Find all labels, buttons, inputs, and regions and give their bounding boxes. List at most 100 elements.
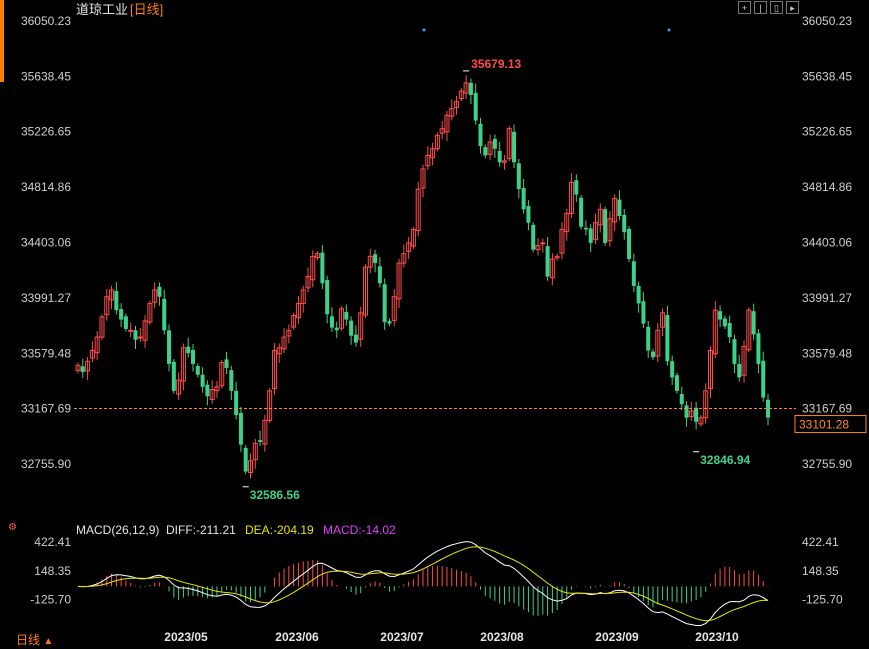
candle-body xyxy=(512,131,517,163)
x-tick-label: 2023/06 xyxy=(275,630,319,644)
bars-icon[interactable]: | xyxy=(754,1,767,14)
y-tick-right: 36050.23 xyxy=(802,14,852,28)
candle-body xyxy=(439,128,445,134)
candle-body xyxy=(109,289,115,301)
candle-body xyxy=(310,255,316,281)
candle-body xyxy=(449,107,455,117)
y-tick-right: 34403.06 xyxy=(802,236,852,250)
candle-body xyxy=(315,253,321,258)
candle-body xyxy=(751,311,756,335)
candle-body xyxy=(444,114,450,133)
y-tick-left: 33991.27 xyxy=(21,291,71,305)
x-tick-label: 2023/10 xyxy=(695,630,739,644)
period-tab-arrow: ▲ xyxy=(43,636,54,647)
candle-body xyxy=(195,366,200,375)
x-tick-label: 2023/05 xyxy=(164,630,208,644)
candle-body xyxy=(258,440,263,442)
scroll-right-icon[interactable]: ▸ xyxy=(786,1,799,14)
y-tick-right: 33167.69 xyxy=(802,402,852,416)
candle-body xyxy=(554,255,560,259)
candle-body xyxy=(391,296,397,321)
candle-body xyxy=(651,351,655,358)
candle-body xyxy=(387,321,392,324)
candle-body xyxy=(286,329,292,337)
candle-body xyxy=(732,339,737,364)
y-tick-left: 32755.90 xyxy=(21,457,71,471)
candle-body xyxy=(665,314,670,362)
candle-icon[interactable]: ▯ xyxy=(770,1,783,14)
candle-body xyxy=(593,222,598,241)
candle-body xyxy=(646,326,651,351)
candle-body xyxy=(559,228,565,254)
candle-body xyxy=(722,318,727,327)
active-panel-marker xyxy=(0,0,4,82)
candle-body xyxy=(660,312,666,328)
candle-body xyxy=(516,163,521,190)
candle-body xyxy=(756,333,761,364)
candle-body xyxy=(320,252,325,284)
candle-body xyxy=(478,123,483,147)
event-marker xyxy=(667,28,671,32)
macd-dea-label: DEA:-204.19 xyxy=(245,523,314,537)
candle-body xyxy=(219,362,225,387)
y-tick-left: 34814.86 xyxy=(21,180,71,194)
candle-body xyxy=(430,148,436,159)
candle-body xyxy=(114,291,119,311)
crosshair-icon[interactable]: + xyxy=(738,1,751,14)
candle-body xyxy=(583,227,588,230)
candle-body xyxy=(180,347,186,382)
candle-body xyxy=(262,419,268,445)
candle-body xyxy=(569,181,575,214)
candle-body xyxy=(325,280,330,315)
chart-toolbar: + | ▯ ▸ xyxy=(738,1,799,14)
candle-body xyxy=(579,197,584,227)
candle-body xyxy=(708,349,713,390)
y-tick-right: 35638.45 xyxy=(802,69,852,83)
candle-body xyxy=(401,253,407,264)
candle-body xyxy=(300,289,306,304)
candle-body xyxy=(549,258,555,279)
period-tab[interactable]: 日线 ▲ xyxy=(16,631,53,648)
candle-body xyxy=(238,412,243,445)
y-tick-left: 34403.06 xyxy=(21,236,71,250)
candle-body xyxy=(627,228,632,260)
candle-body xyxy=(191,349,195,364)
candle-body xyxy=(492,138,497,149)
candle-body xyxy=(588,228,593,243)
candle-body xyxy=(186,346,191,354)
candle-body xyxy=(363,266,368,316)
candle-body xyxy=(75,364,81,372)
candle-body xyxy=(741,345,747,376)
candle-body xyxy=(99,316,105,338)
candle-body xyxy=(162,298,167,331)
candle-body xyxy=(373,254,378,264)
current-price-box xyxy=(794,415,867,434)
candle-body xyxy=(545,246,550,277)
candle-body xyxy=(276,347,282,355)
candle-body xyxy=(454,101,460,108)
candle-body xyxy=(209,388,215,400)
candle-body xyxy=(603,209,608,243)
event-marker xyxy=(422,28,426,32)
candle-body xyxy=(176,379,182,395)
candle-body xyxy=(344,312,349,320)
candle-body xyxy=(607,218,613,242)
candle-body xyxy=(631,261,636,286)
candle-body xyxy=(281,336,287,350)
candle-body xyxy=(540,242,546,245)
candle-body xyxy=(473,92,478,121)
macd-diff-line xyxy=(77,541,769,626)
candle-body xyxy=(396,262,402,300)
candle-body xyxy=(291,315,297,328)
macd-y-tick-right: 422.41 xyxy=(802,535,839,549)
candle-body xyxy=(200,374,205,387)
candle-body xyxy=(147,302,153,323)
low-label: 32586.56 xyxy=(250,488,300,502)
x-tick-label: 2023/07 xyxy=(380,630,424,644)
candle-body xyxy=(243,447,248,472)
y-tick-left: 35226.65 xyxy=(21,125,71,139)
candle-body xyxy=(171,361,176,391)
settings-icon[interactable]: ⚙ xyxy=(8,522,17,533)
y-tick-right: 35226.65 xyxy=(802,125,852,139)
